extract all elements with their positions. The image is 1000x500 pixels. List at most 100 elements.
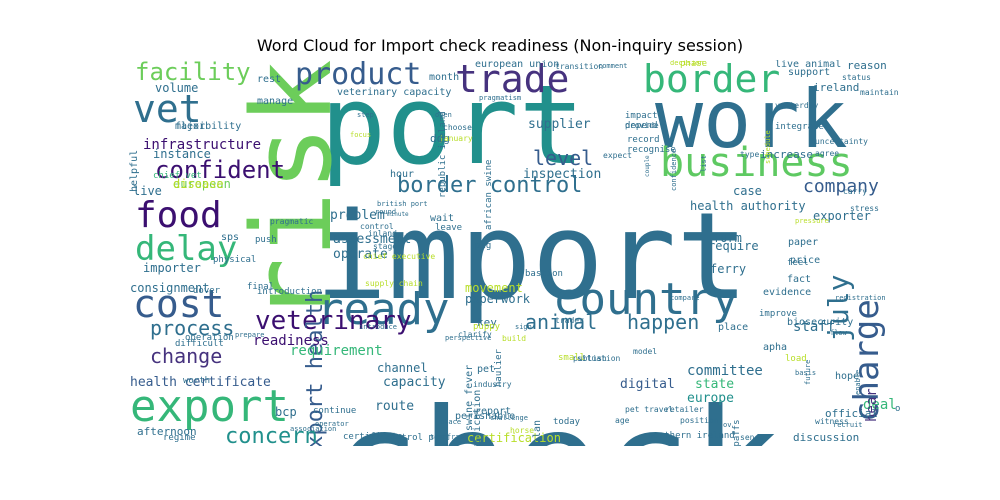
cloud-word: helpful (129, 149, 140, 192)
cloud-word: expect (603, 151, 632, 160)
cloud-word: ipaffs (732, 419, 742, 446)
cloud-word: perishable (455, 411, 516, 422)
cloud-word: fact (787, 274, 812, 285)
cloud-word: veterinary capacity (337, 87, 452, 98)
cloud-word: control post (385, 433, 451, 443)
cloud-word: business (660, 140, 853, 186)
cloud-word: company (803, 176, 879, 197)
cloud-word: form (713, 231, 742, 245)
cloud-word: hour (390, 169, 415, 180)
cloud-word: live animal (775, 60, 842, 70)
cloud-word: requirement (290, 343, 383, 359)
cloud-word: load (785, 354, 807, 364)
cloud-word: paper (788, 237, 819, 248)
cloud-word: witness (815, 417, 849, 426)
cloud-word: pre notification (472, 389, 483, 446)
cloud-word: consignment (130, 281, 210, 295)
cloud-word: stage (373, 242, 398, 251)
cloud-word: certification (467, 431, 561, 445)
cloud-word: sps (221, 232, 240, 243)
cloud-word: schedule (764, 130, 772, 164)
cloud-word: dog (430, 132, 450, 145)
cloud-word: exporter (813, 209, 871, 223)
cloud-word: check (330, 390, 782, 446)
cloud-word: change (150, 344, 223, 368)
cloud-word: pressure (795, 217, 829, 225)
cloud-word: officer (895, 404, 900, 414)
cloud-word: final (247, 282, 275, 292)
cloud-word: agree (815, 149, 840, 158)
cloud-word: bastion (525, 269, 563, 279)
cloud-word: difficult (175, 339, 224, 349)
cloud-word: regime (163, 433, 196, 443)
cloud-word: situation (577, 354, 621, 363)
cloud-word: sign (515, 323, 532, 331)
cloud-word: basis (795, 369, 817, 377)
cloud-word: comment (598, 62, 628, 70)
cloud-word: place (718, 322, 749, 333)
cloud-word: report (475, 406, 512, 417)
chart-title: Word Cloud for Import check readiness (N… (256, 36, 744, 55)
cloud-word: flow (830, 329, 847, 337)
cloud-word: month (429, 72, 460, 83)
cloud-word: integrate (775, 122, 824, 132)
cloud-word: rest (257, 74, 282, 85)
cloud-word: product (295, 60, 422, 92)
cloud-word: health certificate (130, 375, 271, 390)
cloud-word: major (175, 121, 206, 132)
cloud-word: european (173, 177, 231, 191)
cloud-word: provide (625, 121, 659, 130)
cloud-word: certificate (343, 432, 403, 442)
cloud-word: operation (185, 333, 234, 343)
cloud-word: introduce (359, 323, 397, 331)
cloud-word: status (842, 73, 871, 82)
cloud-word: recruit (833, 421, 863, 429)
cloud-word: chief vet (153, 171, 202, 181)
cloud-word: digital (620, 377, 675, 392)
cloud-word: state (695, 377, 735, 392)
cloud-word: readiness (253, 333, 329, 349)
cloud-word: confident (155, 156, 286, 184)
cloud-word: dover (193, 286, 221, 296)
cloud-word: pragmatic (270, 217, 314, 226)
cloud-word: choose (443, 123, 472, 132)
cloud-word: challenge (490, 414, 528, 422)
cloud-word: process (150, 316, 235, 340)
cloud-word: step (357, 111, 374, 119)
cloud-word: physical (213, 255, 257, 265)
cloud-word: today (553, 417, 581, 427)
cloud-word: introduction (257, 287, 323, 297)
cloud-word: channel (377, 361, 428, 375)
cloud-word: leave (435, 223, 463, 233)
cloud-word: future (804, 359, 812, 385)
cloud-word: happen (627, 310, 700, 334)
cloud-word: january (439, 134, 473, 143)
cloud-word: place (440, 418, 462, 426)
cloud-word: committee (687, 363, 763, 379)
cloud-word: continue (313, 406, 357, 416)
cloud-word: round (375, 208, 397, 216)
cloud-word: push (255, 235, 277, 245)
cloud-word: republic ireland (438, 111, 448, 198)
cloud-word: capacity (383, 375, 446, 390)
cloud-word: support (788, 67, 831, 78)
cloud-word: food (135, 195, 222, 236)
cloud-word: yesterday (775, 101, 819, 110)
cloud-word: perspective (445, 334, 492, 342)
cloud-word: instance (153, 147, 211, 161)
cloud-word: importer (143, 261, 201, 275)
cloud-word: key (477, 316, 497, 329)
cloud-word: case (733, 184, 762, 198)
cloud-word: supply chain (365, 279, 423, 288)
cloud-word: health authority (690, 199, 806, 213)
cloud-word: model (633, 347, 658, 356)
cloud-word: decision (670, 60, 704, 67)
cloud-word: country (553, 274, 739, 325)
cloud-word: border (643, 60, 781, 101)
cloud-word: build (502, 334, 527, 343)
cloud-word: movement (465, 281, 523, 295)
cloud-word: wait (430, 213, 455, 224)
cloud-word: ireland (813, 81, 860, 94)
cloud-word: inspection (523, 167, 602, 182)
cloud-word: bcp (275, 405, 297, 419)
